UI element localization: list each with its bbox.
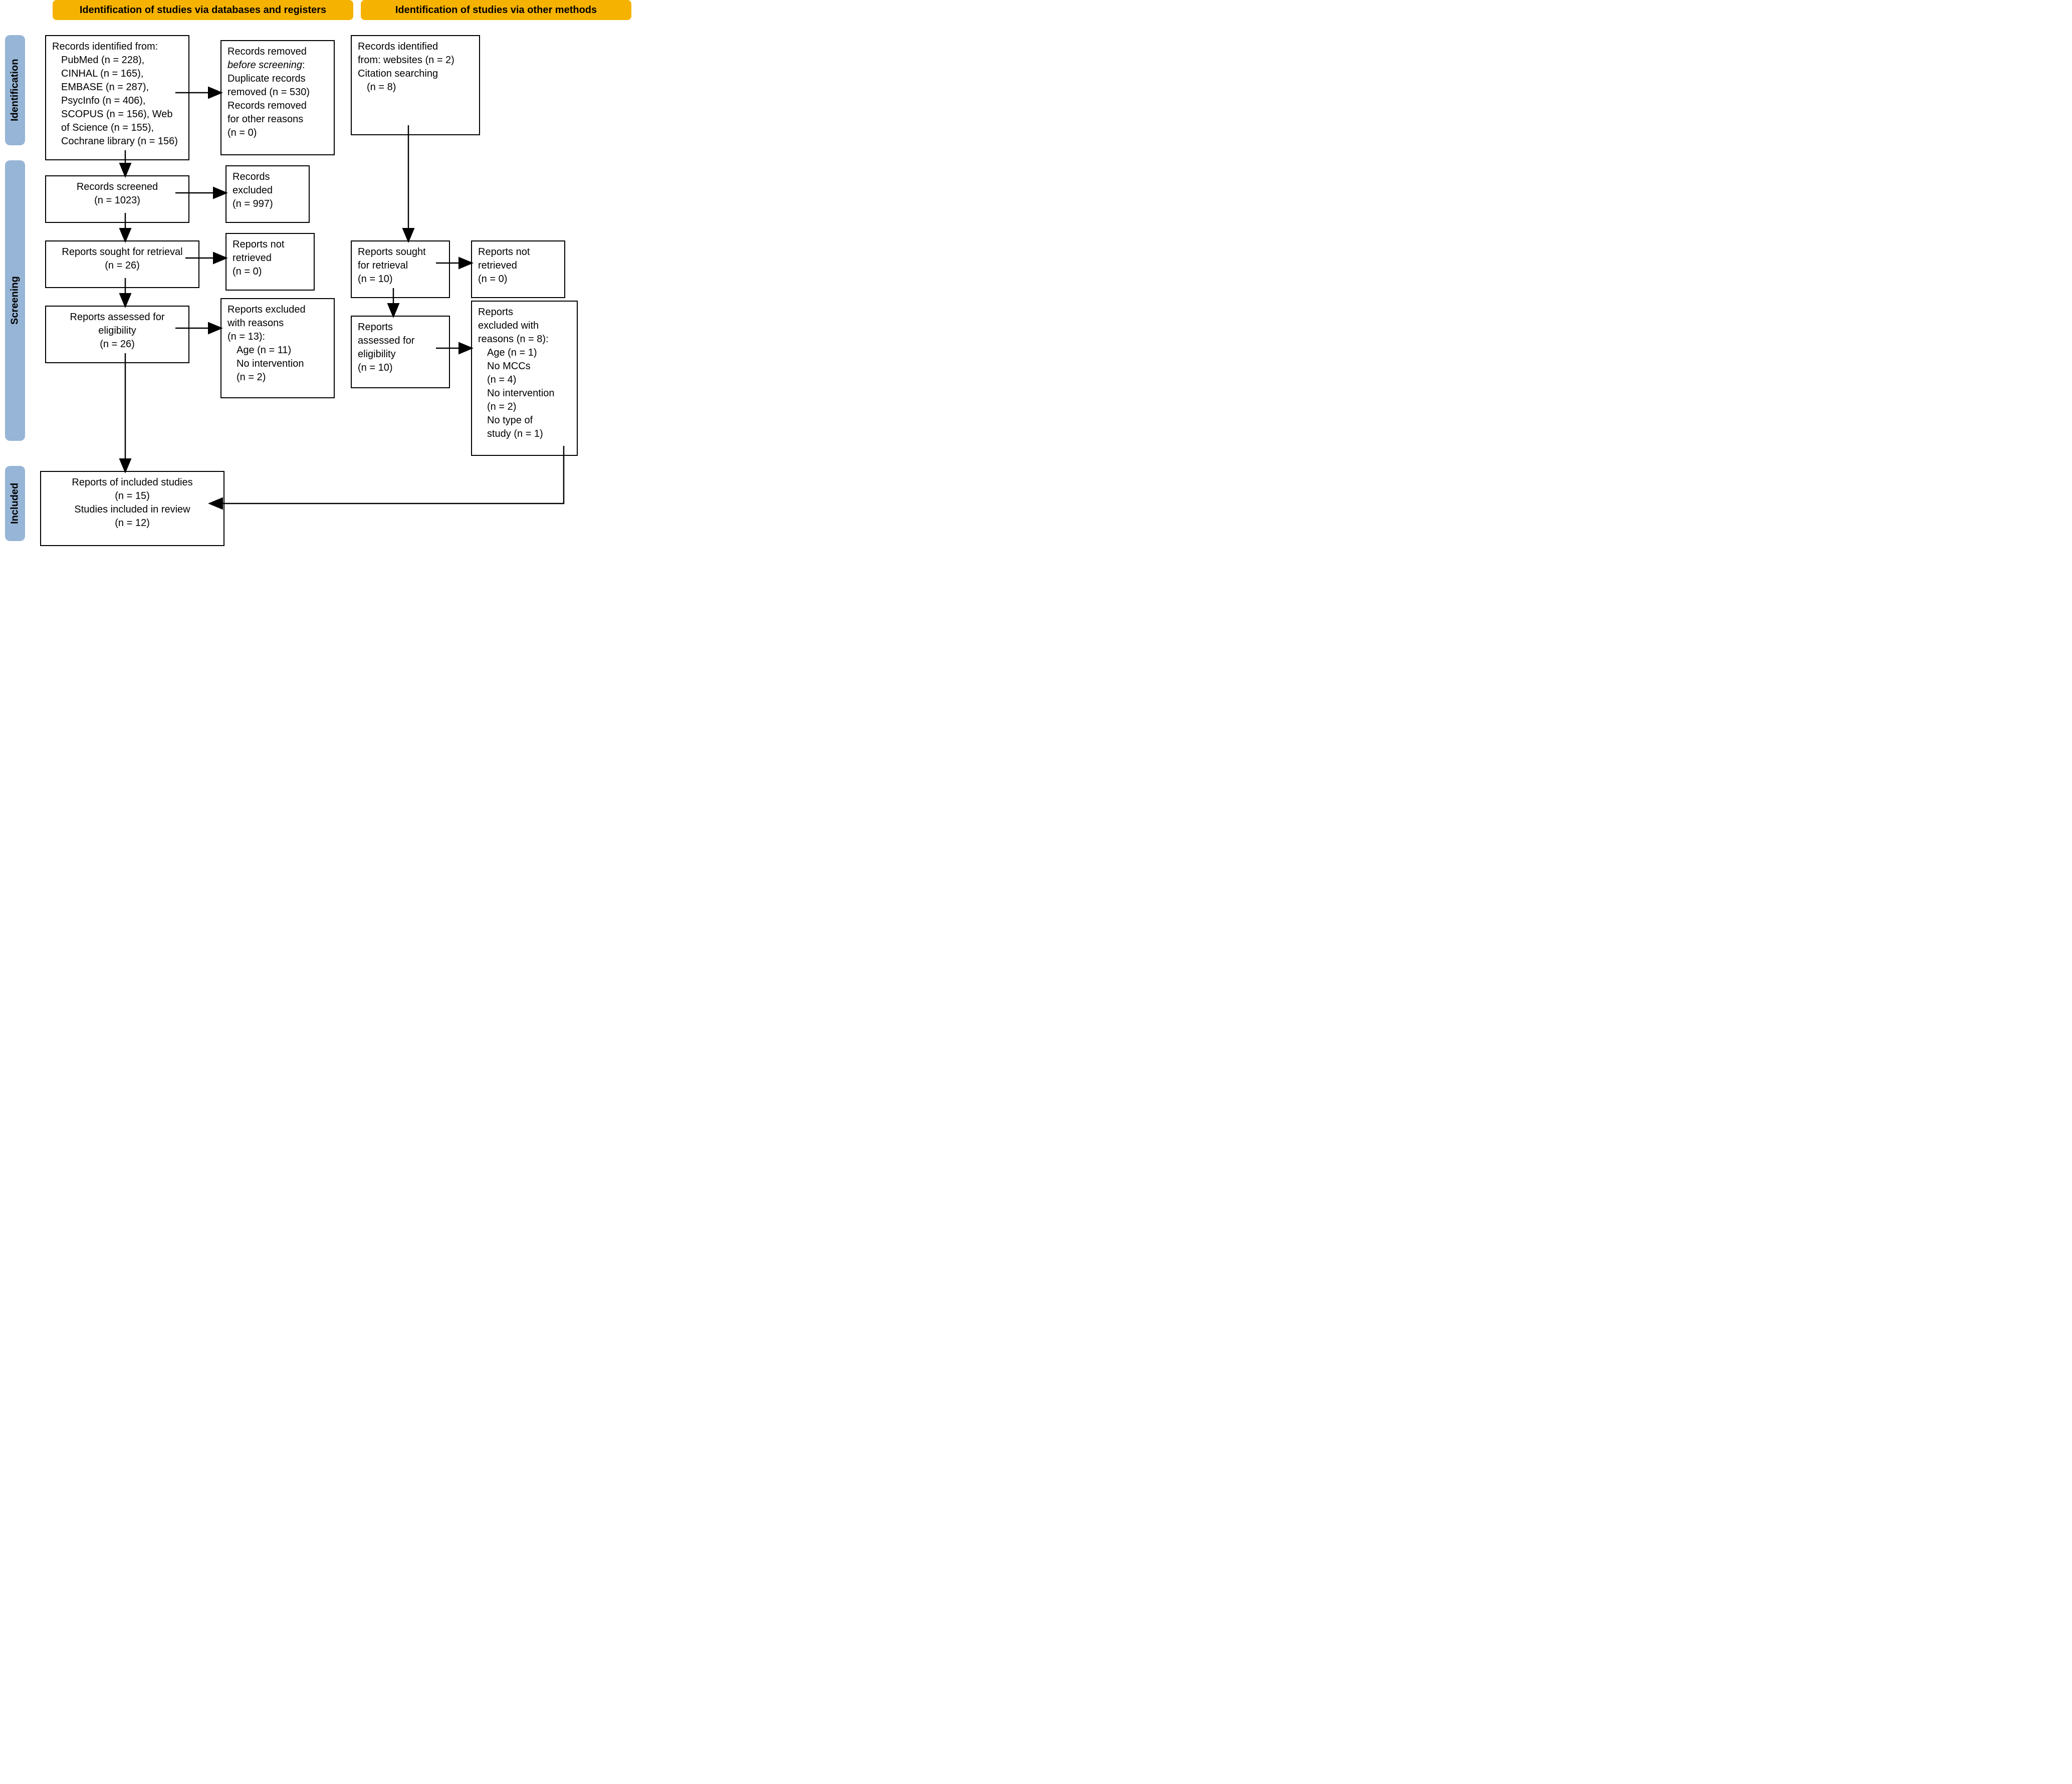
header-databases: Identification of studies via databases … (53, 0, 353, 20)
text: SCOPUS (n = 156), Web (61, 108, 182, 121)
text: (n = 997) (233, 197, 303, 211)
text: No type of (487, 414, 571, 427)
phase-included: Included (5, 466, 25, 541)
box-records-screened: Records screened (n = 1023) (45, 175, 189, 223)
text: (n = 0) (233, 265, 308, 279)
text: Reports sought for retrieval (52, 245, 192, 259)
box-records-removed: Records removed before screening: Duplic… (220, 40, 335, 155)
phase-identification-text: Identification (10, 59, 21, 121)
text: retrieved (478, 259, 558, 273)
phase-screening-text: Screening (10, 277, 21, 325)
box-other-assessed: Reports assessed for eligibility (n = 10… (351, 316, 450, 388)
text: Reports of included studies (47, 476, 217, 489)
text: (n = 26) (52, 338, 182, 351)
text: eligibility (52, 324, 182, 338)
box-records-excluded: Records excluded (n = 997) (225, 165, 310, 223)
text: Reports not (478, 245, 558, 259)
text: (n = 26) (52, 259, 192, 273)
box-records-identified: Records identified from: PubMed (n = 228… (45, 35, 189, 160)
text: (n = 10) (358, 273, 443, 286)
text: Age (n = 1) (487, 346, 571, 360)
text: for retrieval (358, 259, 443, 273)
text: (n = 0) (227, 126, 328, 140)
text: Studies included in review (47, 503, 217, 517)
box-included: Reports of included studies (n = 15) Stu… (40, 471, 224, 546)
text: No MCCs (487, 360, 571, 373)
text: (n = 2) (237, 371, 328, 384)
text: Reports (478, 306, 571, 319)
text: assessed for (358, 334, 443, 348)
phase-screening: Screening (5, 160, 25, 441)
text: excluded (233, 184, 303, 197)
box-reports-not-retrieved: Reports not retrieved (n = 0) (225, 233, 315, 291)
text: Records removed (227, 45, 328, 59)
text: Records removed (227, 99, 328, 113)
text: reasons (n = 8): (478, 333, 571, 346)
text: (n = 15) (47, 489, 217, 503)
box-other-not-retrieved: Reports not retrieved (n = 0) (471, 240, 565, 298)
text: Reports sought (358, 245, 443, 259)
box-other-excluded: Reports excluded with reasons (n = 8): A… (471, 301, 578, 456)
box-reports-assessed: Reports assessed for eligibility (n = 26… (45, 306, 189, 363)
box-reports-excluded-reasons: Reports excluded with reasons (n = 13): … (220, 298, 335, 398)
text: of Science (n = 155), (61, 121, 182, 135)
text: Reports (358, 321, 443, 334)
text: with reasons (227, 317, 328, 330)
phase-identification: Identification (5, 35, 25, 145)
text: No intervention (487, 387, 571, 400)
box-reports-sought: Reports sought for retrieval (n = 26) (45, 240, 199, 288)
box-other-sought: Reports sought for retrieval (n = 10) (351, 240, 450, 298)
text: Cochrane library (n = 156) (61, 135, 182, 148)
text: Reports assessed for (52, 311, 182, 324)
text: Records identified (358, 40, 473, 54)
header-databases-text: Identification of studies via databases … (80, 5, 326, 16)
text: Records (233, 170, 303, 184)
text: (n = 4) (487, 373, 571, 387)
text: (n = 13): (227, 330, 328, 344)
text: (n = 1023) (52, 194, 182, 207)
text: Duplicate records (227, 72, 328, 86)
prisma-flowchart: Identification of studies via databases … (0, 0, 636, 549)
text: (n = 8) (367, 81, 473, 94)
text: PubMed (n = 228), (61, 54, 182, 67)
text: (n = 0) (478, 273, 558, 286)
text: from: websites (n = 2) (358, 54, 473, 67)
text: EMBASE (n = 287), (61, 81, 182, 94)
text: eligibility (358, 348, 443, 361)
text: Reports excluded (227, 303, 328, 317)
text: retrieved (233, 251, 308, 265)
text: before screening: (227, 59, 328, 72)
text: (n = 12) (47, 517, 217, 530)
text: Records identified from: (52, 40, 182, 54)
text: study (n = 1) (487, 427, 571, 441)
text: CINHAL (n = 165), (61, 67, 182, 81)
text: (n = 10) (358, 361, 443, 375)
phase-included-text: Included (10, 483, 21, 524)
text: Age (n = 11) (237, 344, 328, 357)
text: Citation searching (358, 67, 473, 81)
text: PsycInfo (n = 406), (61, 94, 182, 108)
text: No intervention (237, 357, 328, 371)
text: Reports not (233, 238, 308, 251)
text: excluded with (478, 319, 571, 333)
text: (n = 2) (487, 400, 571, 414)
text: Records screened (52, 180, 182, 194)
header-other: Identification of studies via other meth… (361, 0, 631, 20)
text: removed (n = 530) (227, 86, 328, 99)
header-other-text: Identification of studies via other meth… (395, 5, 597, 16)
box-other-identified: Records identified from: websites (n = 2… (351, 35, 480, 135)
text: for other reasons (227, 113, 328, 126)
